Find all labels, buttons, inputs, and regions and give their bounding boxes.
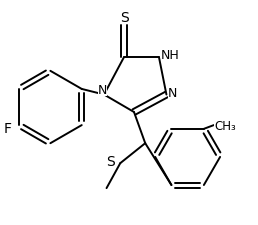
Text: NH: NH <box>161 49 180 62</box>
Text: N: N <box>98 84 108 97</box>
Text: CH₃: CH₃ <box>214 119 236 132</box>
Text: F: F <box>4 121 12 135</box>
Text: S: S <box>120 11 128 25</box>
Text: N: N <box>168 86 177 99</box>
Text: S: S <box>106 154 115 168</box>
